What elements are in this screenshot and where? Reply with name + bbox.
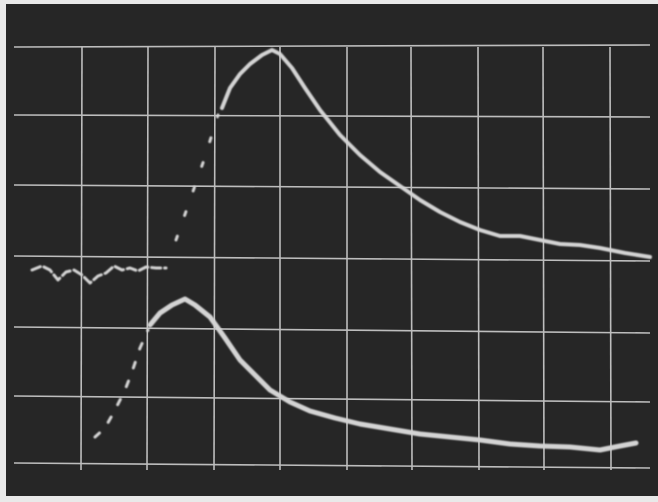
grid-line	[147, 47, 148, 470]
grid-line	[543, 47, 544, 470]
grid-line	[81, 47, 82, 470]
screen	[6, 4, 658, 496]
grid-line	[478, 47, 479, 470]
oscilloscope-photo	[0, 0, 658, 502]
page	[0, 0, 658, 502]
grid-line	[214, 47, 215, 470]
grid-line	[610, 47, 611, 470]
